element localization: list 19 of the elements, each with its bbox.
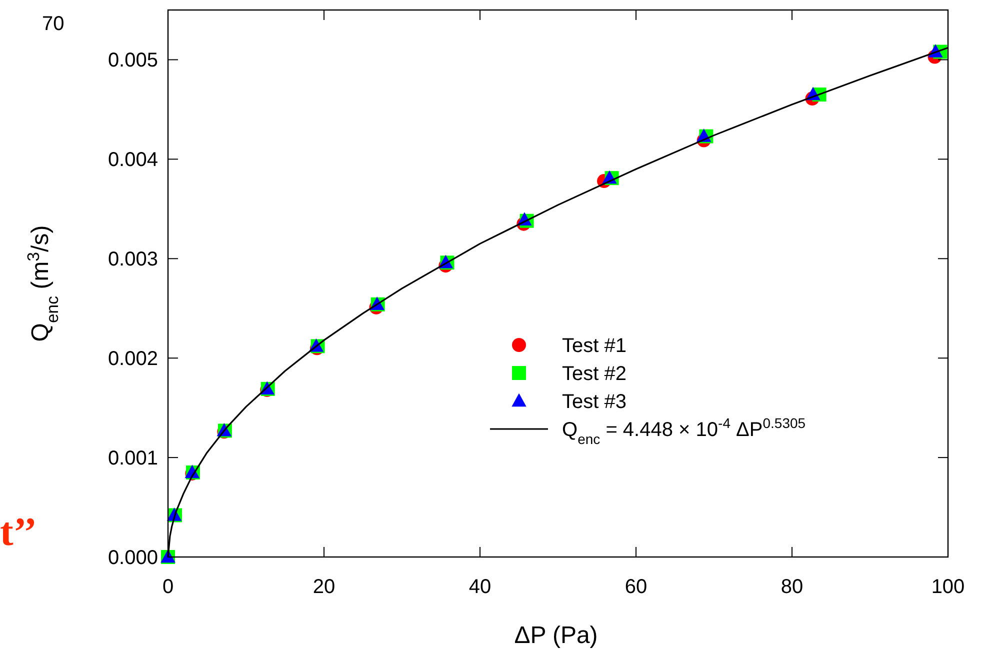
- y-tick-label: 0.003: [108, 248, 158, 271]
- y-tick-label: 0.002: [108, 348, 158, 370]
- x-tick-label: 80: [780, 576, 804, 598]
- legend-label: Test #3: [562, 391, 626, 413]
- x-tick-label: 100: [931, 576, 965, 598]
- y-tick-label: 0.004: [108, 149, 158, 172]
- text: t’’: [0, 509, 37, 554]
- legend-label: Test #1: [562, 335, 626, 357]
- legend-label: Test #2: [562, 363, 626, 385]
- text: 70: [42, 13, 64, 35]
- y-tick-label: 0.001: [108, 448, 158, 470]
- x-tick-label: 20: [312, 576, 336, 598]
- x-axis-title: ΔP (Pa): [514, 622, 598, 649]
- x-tick-label: 0: [162, 576, 174, 598]
- x-tick-label: 60: [624, 576, 648, 598]
- legend-label: Q$_{enc}$ = 4.448 × 10$^{-4}$ ΔP$^{0.5305}$: [562, 415, 806, 447]
- y-tick-label: 0.005: [108, 50, 158, 72]
- y-tick-label: 0.000: [108, 547, 158, 569]
- x-tick-label: 40: [468, 576, 492, 598]
